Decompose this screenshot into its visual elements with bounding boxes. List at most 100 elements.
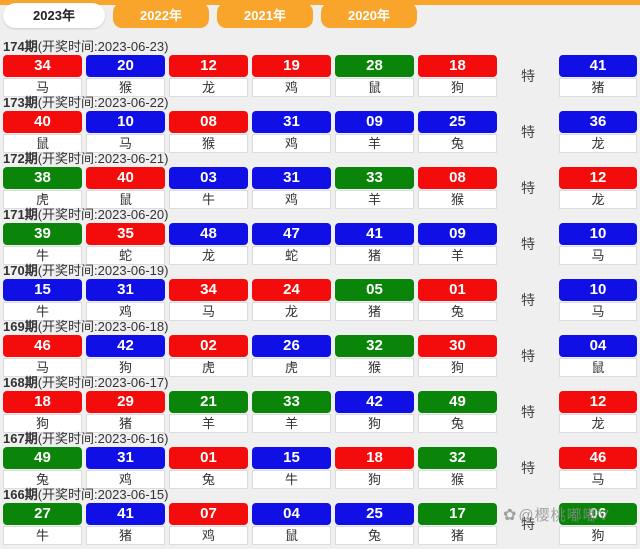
number-cell: 41 猪 bbox=[335, 223, 414, 265]
number-cell: 46 马 bbox=[3, 335, 82, 377]
result-row: 172期(开奖时间:2023-06-21) 38 虎 40 鼠 03 牛 31 … bbox=[0, 151, 640, 209]
number-ball: 18 bbox=[3, 391, 82, 413]
special-label: 特 bbox=[521, 516, 535, 532]
number-cell: 03 牛 bbox=[169, 167, 248, 209]
zodiac-label: 马 bbox=[559, 246, 637, 265]
special-label: 特 bbox=[521, 236, 535, 252]
number-cell: 38 虎 bbox=[3, 167, 82, 209]
number-ball: 05 bbox=[335, 279, 414, 301]
number-ball: 01 bbox=[418, 279, 497, 301]
special-label: 特 bbox=[521, 68, 535, 84]
zodiac-label: 狗 bbox=[418, 78, 497, 97]
tab-year-2020[interactable]: 2020年 bbox=[321, 3, 417, 28]
number-ball: 49 bbox=[418, 391, 497, 413]
number-ball: 31 bbox=[86, 447, 165, 469]
number-ball: 49 bbox=[3, 447, 82, 469]
numbers-grid: 15 牛 31 鸡 34 马 24 龙 05 猪 01 兔 特 10 马 bbox=[3, 279, 637, 321]
draw-time-label: (开奖时间:2023-06-16) bbox=[37, 431, 169, 446]
zodiac-label: 狗 bbox=[335, 414, 414, 433]
zodiac-label: 猪 bbox=[335, 302, 414, 321]
tab-year-2022[interactable]: 2022年 bbox=[113, 3, 209, 28]
number-cell: 12 龙 bbox=[169, 55, 248, 97]
row-header: 174期(开奖时间:2023-06-23) bbox=[3, 39, 637, 54]
number-ball: 41 bbox=[559, 55, 637, 77]
draw-time-label: (开奖时间:2023-06-18) bbox=[37, 319, 169, 334]
number-ball: 03 bbox=[169, 167, 248, 189]
number-ball: 10 bbox=[559, 223, 637, 245]
number-ball: 48 bbox=[169, 223, 248, 245]
number-ball: 35 bbox=[86, 223, 165, 245]
number-ball: 40 bbox=[86, 167, 165, 189]
number-cell: 48 龙 bbox=[169, 223, 248, 265]
number-cell: 32 猴 bbox=[418, 447, 497, 489]
result-row: 170期(开奖时间:2023-06-19) 15 牛 31 鸡 34 马 24 … bbox=[0, 263, 640, 321]
period-label: 174期 bbox=[3, 39, 38, 54]
zodiac-label: 狗 bbox=[3, 414, 82, 433]
zodiac-label: 猪 bbox=[418, 526, 497, 545]
number-ball: 10 bbox=[559, 279, 637, 301]
zodiac-label: 狗 bbox=[418, 358, 497, 377]
number-ball: 34 bbox=[169, 279, 248, 301]
result-row: 171期(开奖时间:2023-06-20) 39 牛 35 蛇 48 龙 47 … bbox=[0, 207, 640, 265]
number-ball: 28 bbox=[335, 55, 414, 77]
number-ball: 18 bbox=[418, 55, 497, 77]
number-ball: 19 bbox=[252, 55, 331, 77]
number-cell: 27 牛 bbox=[3, 503, 82, 545]
number-ball: 29 bbox=[86, 391, 165, 413]
result-row: 167期(开奖时间:2023-06-16) 49 兔 31 鸡 01 兔 15 … bbox=[0, 431, 640, 489]
numbers-grid: 40 鼠 10 马 08 猴 31 鸡 09 羊 25 兔 特 36 龙 bbox=[3, 111, 637, 153]
number-ball: 08 bbox=[418, 167, 497, 189]
number-cell: 18 狗 bbox=[3, 391, 82, 433]
number-ball: 04 bbox=[252, 503, 331, 525]
number-cell: 10 马 bbox=[86, 111, 165, 153]
period-label: 168期 bbox=[3, 375, 38, 390]
number-cell: 28 鼠 bbox=[335, 55, 414, 97]
special-label: 特 bbox=[521, 292, 535, 308]
zodiac-label: 牛 bbox=[3, 246, 82, 265]
row-header: 173期(开奖时间:2023-06-22) bbox=[3, 95, 637, 110]
numbers-grid: 38 虎 40 鼠 03 牛 31 鸡 33 羊 08 猴 特 12 龙 bbox=[3, 167, 637, 209]
zodiac-label: 牛 bbox=[3, 526, 82, 545]
tab-year-2023[interactable]: 2023年 bbox=[3, 3, 105, 28]
zodiac-label: 马 bbox=[3, 78, 82, 97]
period-label: 166期 bbox=[3, 487, 38, 502]
row-header: 166期(开奖时间:2023-06-15) bbox=[3, 487, 637, 502]
draw-time-label: (开奖时间:2023-06-22) bbox=[37, 95, 169, 110]
number-ball: 12 bbox=[559, 167, 637, 189]
number-ball: 33 bbox=[335, 167, 414, 189]
zodiac-label: 虎 bbox=[169, 358, 248, 377]
zodiac-label: 猪 bbox=[86, 526, 165, 545]
number-ball: 18 bbox=[335, 447, 414, 469]
tab-year-2021[interactable]: 2021年 bbox=[217, 3, 313, 28]
number-ball: 20 bbox=[86, 55, 165, 77]
zodiac-label: 鼠 bbox=[252, 526, 331, 545]
zodiac-label: 猴 bbox=[86, 78, 165, 97]
number-cell: 34 马 bbox=[169, 279, 248, 321]
zodiac-label: 猴 bbox=[335, 358, 414, 377]
zodiac-label: 兔 bbox=[335, 526, 414, 545]
special-number-cell: 46 马 bbox=[559, 447, 637, 489]
number-ball: 46 bbox=[3, 335, 82, 357]
number-cell: 26 虎 bbox=[252, 335, 331, 377]
zodiac-label: 羊 bbox=[252, 414, 331, 433]
number-ball: 47 bbox=[252, 223, 331, 245]
number-cell: 42 狗 bbox=[86, 335, 165, 377]
zodiac-label: 鸡 bbox=[252, 190, 331, 209]
row-header: 169期(开奖时间:2023-06-18) bbox=[3, 319, 637, 334]
draw-time-label: (开奖时间:2023-06-15) bbox=[37, 487, 169, 502]
number-ball: 30 bbox=[418, 335, 497, 357]
numbers-grid: 49 兔 31 鸡 01 兔 15 牛 18 狗 32 猴 特 46 马 bbox=[3, 447, 637, 489]
number-cell: 01 兔 bbox=[169, 447, 248, 489]
result-row: 173期(开奖时间:2023-06-22) 40 鼠 10 马 08 猴 31 … bbox=[0, 95, 640, 153]
number-cell: 33 羊 bbox=[335, 167, 414, 209]
period-label: 167期 bbox=[3, 431, 38, 446]
number-ball: 10 bbox=[86, 111, 165, 133]
zodiac-label: 龙 bbox=[559, 414, 637, 433]
number-cell: 31 鸡 bbox=[86, 279, 165, 321]
number-ball: 09 bbox=[335, 111, 414, 133]
number-ball: 17 bbox=[418, 503, 497, 525]
results-list: 174期(开奖时间:2023-06-23) 34 马 20 猴 12 龙 19 … bbox=[0, 36, 640, 545]
number-cell: 19 鸡 bbox=[252, 55, 331, 97]
year-tabs: 2023年 2022年 2021年 2020年 bbox=[0, 3, 640, 36]
special-number-cell: 04 鼠 bbox=[559, 335, 637, 377]
